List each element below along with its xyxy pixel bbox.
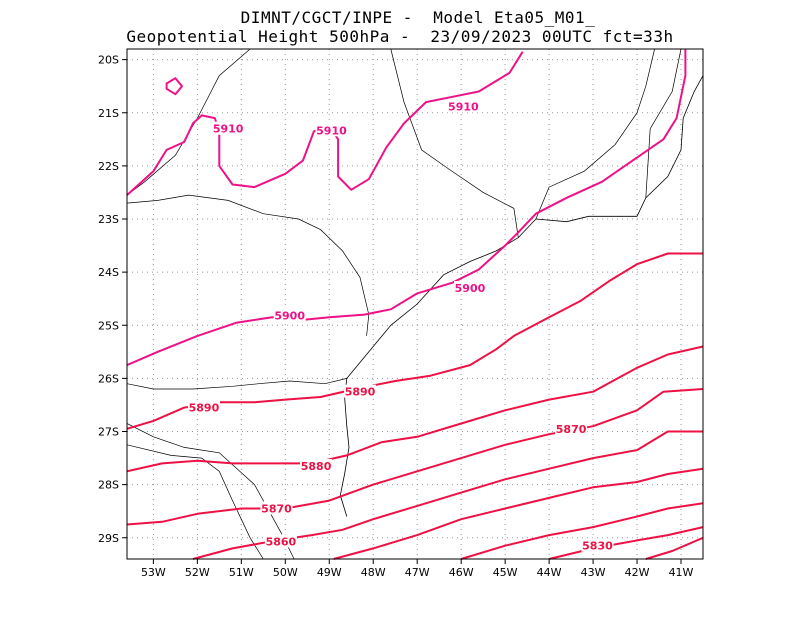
contour-label: 5870 — [556, 423, 587, 436]
border-line — [126, 423, 295, 560]
x-tick-label: 50W — [273, 566, 298, 579]
contour-label-bg — [187, 400, 220, 414]
contour-label-bg — [315, 123, 348, 137]
x-tick-label: 48W — [361, 566, 386, 579]
x-tick-label: 44W — [537, 566, 562, 579]
contour-label: 5890 — [189, 402, 220, 415]
border-line — [126, 444, 264, 560]
contour-label: 5910 — [316, 124, 347, 137]
contour-label-bg — [344, 384, 377, 398]
title-line-2: Geopotential Height 500hPa - 23/09/2023 … — [126, 27, 674, 46]
border-line — [535, 48, 655, 220]
contour-label-bg — [453, 281, 486, 295]
x-tick-label: 53W — [141, 566, 166, 579]
y-tick-label: 20S — [98, 54, 119, 67]
y-tick-label: 27S — [98, 426, 119, 439]
coastline — [339, 75, 704, 517]
contour-5870 — [126, 388, 704, 526]
contour-label: 5830 — [582, 540, 613, 553]
x-tick-label: 41W — [669, 566, 694, 579]
contour-label-bg — [260, 501, 293, 515]
contour-5820 — [645, 536, 704, 560]
x-tick-label: 46W — [449, 566, 474, 579]
plot-frame — [126, 48, 704, 560]
x-tick-label: 42W — [625, 566, 650, 579]
contour-5910 — [126, 51, 524, 196]
contour-label-bg — [264, 534, 297, 548]
contour-label: 5910 — [213, 123, 244, 136]
border-line — [126, 378, 347, 390]
coast-line — [339, 75, 704, 517]
graticule — [127, 49, 703, 559]
contour-label: 5890 — [345, 386, 376, 399]
y-tick-label: 28S — [98, 479, 119, 492]
x-tick-label: 45W — [493, 566, 518, 579]
y-tick-label: 22S — [98, 160, 119, 173]
contour-label: 5870 — [261, 503, 292, 516]
x-tick-label: 49W — [317, 566, 342, 579]
x-tick-label: 51W — [229, 566, 254, 579]
y-axis-ticks: 20S 21S 22S 23S 24S 25S 26S 27S 28S 29S — [98, 54, 127, 545]
y-tick-label: 24S — [98, 266, 119, 279]
contour-label: 5900 — [455, 282, 486, 295]
contour-label-bg — [300, 459, 333, 473]
contour-label-bg — [555, 421, 588, 435]
contour-5840 — [460, 502, 704, 560]
contour-label: 5910 — [448, 100, 479, 113]
contour-label-bg — [581, 538, 614, 552]
contour-5830 — [548, 526, 704, 560]
contour-labels: 5910 5910 5910 5900 5900 5890 5890 5880 5870 5870… — [187, 99, 614, 553]
border-line — [390, 48, 519, 238]
contour-5910 — [165, 77, 183, 96]
x-axis-ticks: 53W 52W 51W 50W 49W 48W 47W 46W 45W 44W 43W 42W 41W — [141, 559, 694, 579]
contour-label-bg — [212, 121, 245, 135]
y-tick-label: 21S — [98, 107, 119, 120]
x-tick-label: 47W — [405, 566, 430, 579]
x-tick-label: 43W — [581, 566, 606, 579]
border-line — [126, 194, 370, 336]
contour-5900 — [126, 49, 687, 367]
y-tick-label: 29S — [98, 532, 119, 545]
title-line-1: DIMNT/CGCT/INPE - Model Eta05_M01_ — [240, 8, 596, 27]
x-tick-label: 52W — [185, 566, 210, 579]
contour-label-bg — [273, 308, 306, 322]
contour-label-bg — [447, 99, 480, 113]
contour-5880 — [126, 345, 704, 473]
border-line — [645, 48, 682, 198]
contour-label: 5900 — [274, 310, 305, 323]
political-borders — [126, 48, 682, 560]
y-tick-label: 26S — [98, 372, 119, 385]
contour-5850 — [333, 467, 704, 560]
contour-label: 5860 — [266, 535, 297, 548]
y-tick-label: 23S — [98, 213, 119, 226]
contour-label: 5880 — [301, 460, 332, 473]
y-tick-label: 25S — [98, 319, 119, 332]
